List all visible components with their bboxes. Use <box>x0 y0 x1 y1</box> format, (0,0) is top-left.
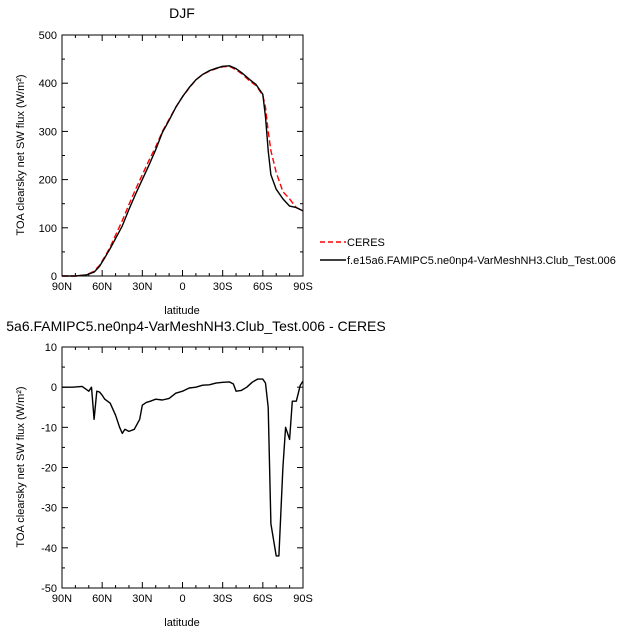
top-y-tick-label: 500 <box>39 30 57 42</box>
top-x-axis: 90N 60N 30N 0 30S 60S 90S <box>52 35 313 293</box>
top-x-axis-label: latitude <box>164 305 199 317</box>
bottom-x-axis: 90N 60N 30N 0 30S 60S 90S <box>52 347 313 605</box>
bottom-y-tick-label: -20 <box>41 463 57 475</box>
bottom-x-tick-label: 60S <box>253 593 273 605</box>
bottom-y-tick-label: -40 <box>41 543 57 555</box>
top-x-tick-label: 30N <box>132 281 152 293</box>
bottom-x-tick-label: 90S <box>293 593 313 605</box>
top-x-tick-label: 90S <box>293 281 313 293</box>
bottom-y-axis-label: TOA clearsky net SW flux (W/m²) <box>15 386 27 547</box>
top-y-tick-label: 300 <box>39 126 57 138</box>
top-y-tick-label: 100 <box>39 223 57 235</box>
bottom-series-group <box>62 378 304 557</box>
bottom-y-tick-label: -50 <box>41 583 57 595</box>
legend-model-label: f.e15a6.FAMIPC5.ne0np4-VarMeshNH3.Club_T… <box>347 255 616 267</box>
bottom-y-axis: 10 0 -10 -20 -30 -40 -50 <box>41 342 303 595</box>
bottom-x-tick-label: 60N <box>92 593 112 605</box>
top-plot-frame <box>61 34 304 277</box>
bottom-y-tick-label: -30 <box>41 503 57 515</box>
top-x-tick-label: 60N <box>92 281 112 293</box>
bottom-y-tick-label: 0 <box>51 382 57 394</box>
bottom-x-tick-label: 30S <box>213 593 233 605</box>
bottom-y-tick-label: -10 <box>41 422 57 434</box>
bottom-x-tick-label: 90N <box>52 593 72 605</box>
top-y-tick-label: 400 <box>39 78 57 90</box>
top-x-tick-label: 0 <box>179 281 185 293</box>
top-x-tick-label: 30S <box>213 281 233 293</box>
top-y-axis-label: TOA clearsky net SW flux (W/m²) <box>15 74 27 235</box>
top-y-axis: 0 100 200 300 400 500 <box>39 30 303 283</box>
top-series-line-2 <box>62 65 304 277</box>
bottom-x-axis-label: latitude <box>164 617 199 629</box>
legend-ceres-label: CERES <box>347 237 385 249</box>
bottom-y-tick-label: 10 <box>45 342 57 354</box>
top-chart-title: DJF <box>169 5 195 21</box>
top-x-tick-label: 90N <box>52 281 72 293</box>
bottom-chart-title: 5a6.FAMIPC5.ne0np4-VarMeshNH3.Club_Test.… <box>6 318 385 334</box>
bottom-x-tick-label: 0 <box>179 593 185 605</box>
bottom-series-line-1 <box>62 378 304 557</box>
bottom-plot-frame <box>61 346 304 589</box>
bottom-x-tick-label: 30N <box>132 593 152 605</box>
top-y-tick-label: 0 <box>51 271 57 283</box>
top-x-tick-label: 60S <box>253 281 273 293</box>
top-series-group <box>62 65 304 277</box>
legend: CERES f.e15a6.FAMIPC5.ne0np4-VarMeshNH3.… <box>320 237 616 267</box>
top-y-tick-label: 200 <box>39 175 57 187</box>
